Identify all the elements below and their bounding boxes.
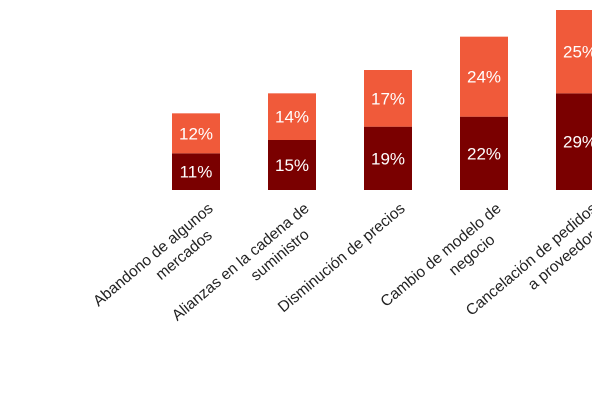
bar-segment-dark-0	[172, 153, 220, 190]
bar-segment-dark-4	[556, 93, 592, 190]
data-label-1-3: 24%	[467, 68, 501, 87]
bar-segment-light-3	[460, 36, 508, 117]
bar-segment-light-1	[268, 93, 316, 140]
data-label-0-0: 11%	[180, 163, 213, 182]
bar-segment-dark-1	[268, 140, 316, 190]
bar-segment-light-0	[172, 113, 220, 154]
bar-segment-dark-2	[364, 126, 412, 190]
data-label-0-3: 22%	[467, 144, 501, 163]
bar-segment-dark-3	[460, 116, 508, 190]
data-label-0-2: 19%	[371, 149, 405, 168]
data-label-0-1: 15%	[275, 156, 309, 175]
data-label-1-0: 12%	[179, 124, 213, 143]
data-label-0-4: 29%	[563, 133, 592, 152]
data-label-1-4: 25%	[563, 43, 592, 62]
data-label-1-2: 17%	[371, 89, 405, 108]
data-label-1-1: 14%	[275, 108, 309, 127]
bar-segment-light-4	[556, 10, 592, 94]
bar-segment-light-2	[364, 70, 412, 127]
